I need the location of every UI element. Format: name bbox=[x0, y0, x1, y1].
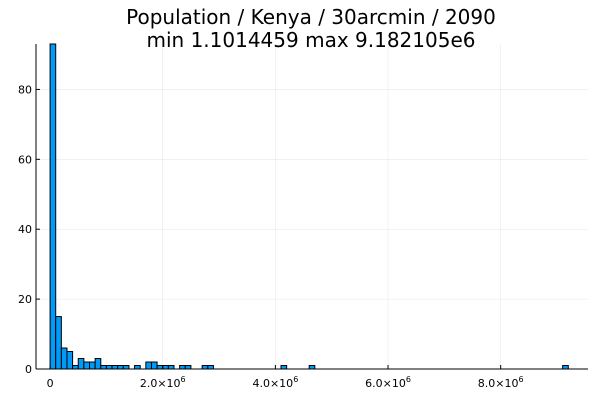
histogram-bar bbox=[167, 365, 175, 370]
histogram-bar bbox=[77, 358, 85, 370]
grid-lines bbox=[36, 44, 588, 370]
histogram-bar bbox=[60, 347, 68, 370]
histogram-bar bbox=[201, 365, 209, 370]
x-tick-label: 8.0×106 bbox=[478, 375, 524, 390]
histogram-bar bbox=[145, 361, 152, 370]
histogram-bar bbox=[111, 365, 119, 370]
y-tick-label: 60 bbox=[18, 153, 32, 166]
histogram-bar bbox=[117, 365, 124, 370]
histogram-bar bbox=[156, 365, 164, 370]
histogram-bar bbox=[94, 358, 102, 370]
histogram-bar bbox=[134, 365, 141, 370]
y-tick-label: 20 bbox=[18, 293, 32, 306]
histogram-bar bbox=[280, 365, 288, 370]
histogram-bar bbox=[207, 365, 214, 370]
histogram-bar bbox=[122, 365, 130, 370]
y-tick-label: 0 bbox=[25, 363, 32, 376]
tick-labels: 0 2.0×106 4.0×106 6.0×106 8.0×106 0 20 40 60 80 bbox=[18, 83, 524, 390]
histogram-bar bbox=[562, 365, 569, 370]
histogram-bar bbox=[83, 361, 91, 370]
y-tick-label: 40 bbox=[18, 223, 32, 236]
histogram-bar bbox=[49, 43, 57, 370]
histogram-bars bbox=[49, 43, 569, 370]
histogram-bar bbox=[150, 361, 158, 370]
histogram-bar bbox=[55, 316, 62, 370]
x-tick-label: 4.0×106 bbox=[252, 375, 298, 390]
chart-subtitle: min 1.1014459 max 9.182105e6 bbox=[147, 28, 476, 52]
histogram-bar bbox=[89, 361, 96, 370]
histogram-bar bbox=[100, 365, 107, 370]
histogram-bar bbox=[105, 365, 113, 370]
histogram-bar bbox=[66, 351, 74, 370]
x-tick-label: 2.0×106 bbox=[140, 375, 186, 390]
axes bbox=[35, 44, 588, 370]
x-tick-label: 0 bbox=[47, 377, 54, 390]
chart-title: Population / Kenya / 30arcmin / 2090 bbox=[126, 5, 496, 29]
y-tick-label: 80 bbox=[18, 83, 32, 96]
histogram-bar bbox=[72, 365, 79, 370]
histogram-bar bbox=[179, 365, 186, 370]
x-tick-label: 6.0×106 bbox=[365, 375, 411, 390]
histogram-bar bbox=[162, 365, 169, 370]
histogram-bar bbox=[184, 365, 192, 370]
histogram-bar bbox=[308, 365, 316, 370]
